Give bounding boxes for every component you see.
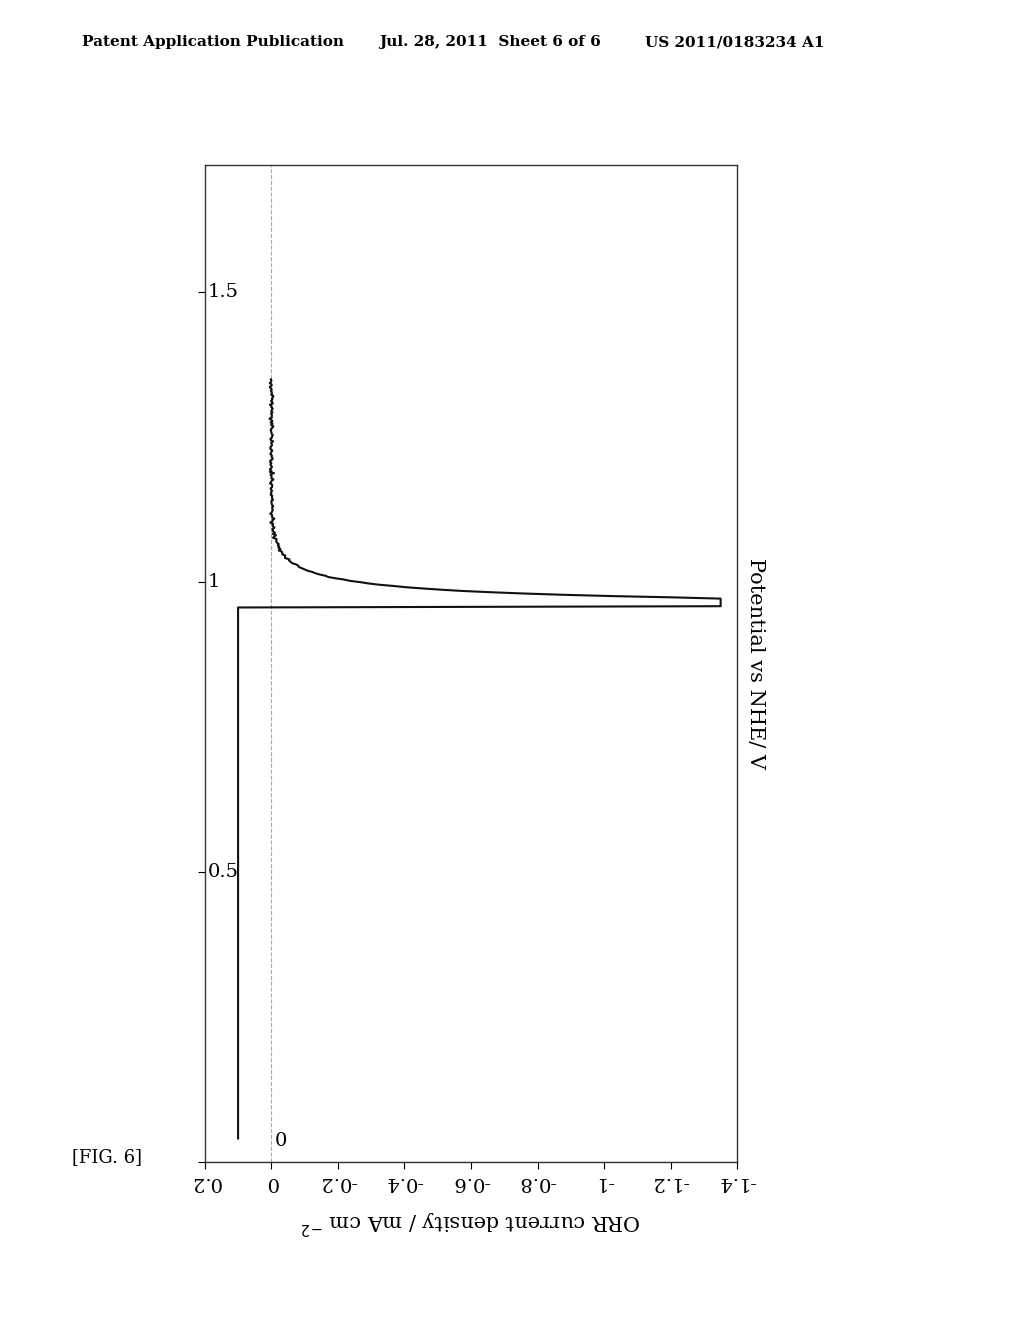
Text: 1: 1 [208,573,220,591]
Text: US 2011/0183234 A1: US 2011/0183234 A1 [645,36,824,49]
Text: 1.5: 1.5 [208,284,239,301]
Text: [FIG. 6]: [FIG. 6] [72,1148,141,1167]
Text: 0.5: 0.5 [208,863,239,880]
Text: Patent Application Publication: Patent Application Publication [82,36,344,49]
Text: Jul. 28, 2011  Sheet 6 of 6: Jul. 28, 2011 Sheet 6 of 6 [379,36,601,49]
X-axis label: ORR current density / mA cm $^{-2}$: ORR current density / mA cm $^{-2}$ [301,1208,641,1237]
Y-axis label: Potential vs NHE/ V: Potential vs NHE/ V [746,558,765,768]
Text: 0: 0 [274,1133,287,1150]
